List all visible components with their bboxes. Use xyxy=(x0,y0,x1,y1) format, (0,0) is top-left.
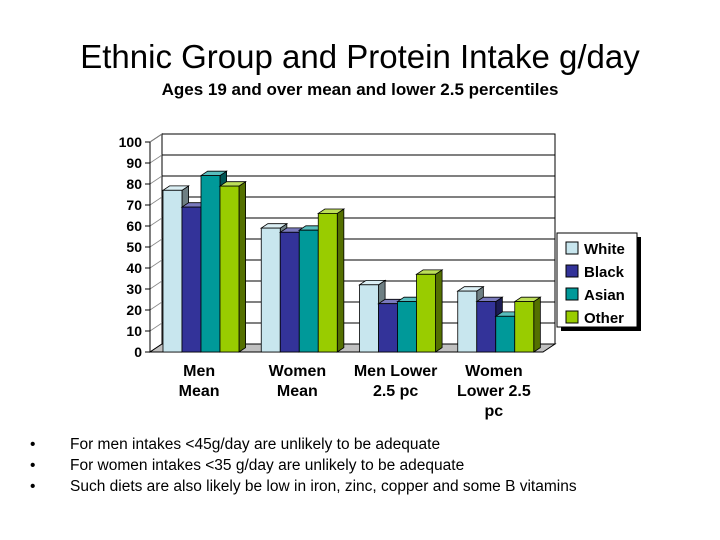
y-tick-label: 40 xyxy=(126,260,142,276)
bullet-item: • For women intakes <35 g/day are unlikel… xyxy=(30,455,577,476)
bar-front xyxy=(219,185,240,353)
bullet-list: • For men intakes <45g/day are unlikely t… xyxy=(30,434,577,497)
bar-side xyxy=(238,180,247,353)
chart-title: Ethnic Group and Protein Intake g/day xyxy=(80,38,640,75)
bar xyxy=(218,180,247,353)
legend-swatch xyxy=(565,264,579,278)
bar-front xyxy=(359,284,379,353)
legend-swatch xyxy=(565,287,579,301)
x-category-label: Men Lower 2.5 pc xyxy=(354,363,438,400)
bar-front xyxy=(378,303,398,353)
y-tick-label: 10 xyxy=(126,323,142,339)
y-tick-label: 0 xyxy=(134,344,142,360)
y-tick-label: 50 xyxy=(126,239,142,255)
chart-bars xyxy=(161,170,542,353)
x-category-label-line: Women xyxy=(269,363,326,380)
bar-front xyxy=(457,290,478,353)
bar-front xyxy=(317,212,338,353)
x-category-label-line: Lower 2.5 xyxy=(457,383,531,400)
y-tick-label: 70 xyxy=(126,197,142,213)
legend-label: Other xyxy=(584,310,624,327)
x-category-label-line: Women xyxy=(465,363,522,380)
bar xyxy=(513,296,542,353)
bar-front xyxy=(260,227,281,353)
legend-label: Asian xyxy=(584,287,625,304)
chart-legend: White Black Asian Other xyxy=(556,232,641,331)
y-tick-label: 80 xyxy=(126,176,142,192)
bar xyxy=(316,208,346,353)
legend-label: White xyxy=(584,241,625,258)
bar-front xyxy=(495,315,516,353)
x-category-label-line: pc xyxy=(485,403,504,420)
bar-front xyxy=(298,229,319,353)
bar-front xyxy=(200,175,221,353)
x-category-label: Women Mean xyxy=(269,363,326,400)
legend-label: Black xyxy=(584,264,625,281)
gridline-side xyxy=(149,217,163,227)
bar-front xyxy=(514,301,535,353)
bar-side xyxy=(336,208,345,353)
x-category-label-line: Mean xyxy=(277,383,318,400)
bar xyxy=(415,269,444,353)
bar-front xyxy=(416,273,436,353)
y-tick-label: 30 xyxy=(126,281,142,297)
bullet-glyph: • xyxy=(30,457,36,474)
y-tick-label: 100 xyxy=(119,134,143,150)
bar-front xyxy=(279,231,300,353)
y-tick-label: 20 xyxy=(126,302,142,318)
bar-front xyxy=(397,301,417,353)
gridline-side xyxy=(149,301,163,311)
gridline-side xyxy=(149,238,163,248)
bullet-glyph: • xyxy=(30,478,36,495)
legend-swatch xyxy=(565,310,579,324)
bullet-text: For men intakes <45g/day are unlikely to… xyxy=(70,436,441,453)
y-tick-label: 60 xyxy=(126,218,142,234)
bullet-text: Such diets are also likely be low in iro… xyxy=(70,478,577,495)
gridline-side xyxy=(149,175,163,185)
gridline-side xyxy=(149,133,163,143)
x-category-label-line: Mean xyxy=(179,383,220,400)
x-axis-labels: Men Mean Women Mean Men Lower 2.5 pc Women Lowe… xyxy=(179,363,531,420)
bar-front xyxy=(162,189,183,353)
bullet-item: • Such diets are also likely be low in ir… xyxy=(30,476,577,497)
gridline-side xyxy=(149,154,163,164)
x-category-label-line: Men Lower xyxy=(354,363,438,380)
gridline-side xyxy=(149,280,163,290)
y-axis: 0 10 20 30 40 50 60 70 80 90 100 xyxy=(119,134,151,360)
chart-subtitle: Ages 19 and over mean and lower 2.5 perc… xyxy=(161,80,559,99)
bullet-text: For women intakes <35 g/day are unlikely… xyxy=(70,457,465,474)
bullet-glyph: • xyxy=(30,436,36,453)
x-category-label: Women Lower 2.5 pc xyxy=(457,363,531,420)
bar-side xyxy=(533,296,541,353)
bar-front xyxy=(476,301,497,353)
x-category-label: Men Mean xyxy=(179,363,220,400)
bar-front xyxy=(181,206,202,353)
gridline-side xyxy=(149,259,163,269)
y-tick-label: 90 xyxy=(126,155,142,171)
gridline-side xyxy=(149,196,163,206)
bullet-item: • For men intakes <45g/day are unlikely t… xyxy=(30,434,577,455)
legend-swatch xyxy=(565,241,579,255)
bar-side xyxy=(435,269,443,353)
x-category-label-line: 2.5 pc xyxy=(373,383,418,400)
x-category-label-line: Men xyxy=(183,363,215,380)
gridline-side xyxy=(149,322,163,332)
